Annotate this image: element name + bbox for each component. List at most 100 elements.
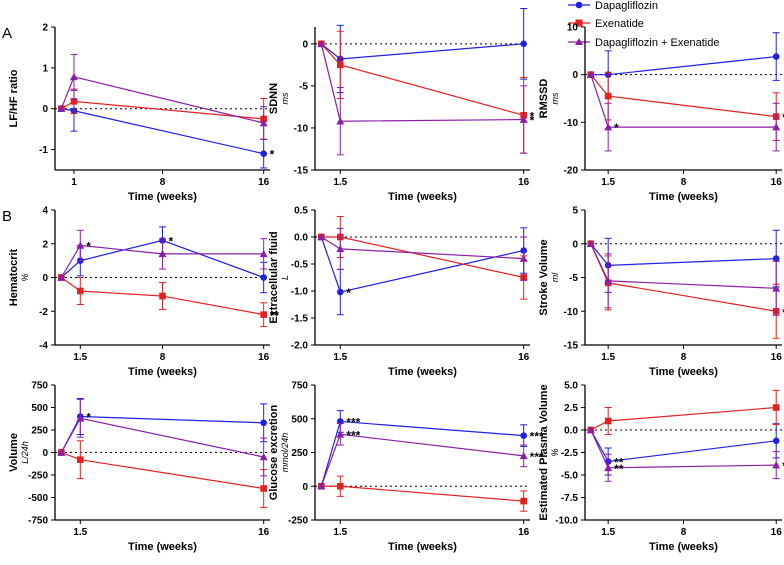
significance-marker: *** bbox=[346, 415, 360, 429]
x-tick-label: 16 bbox=[518, 177, 530, 188]
series-line-exenatide bbox=[61, 100, 264, 120]
y-tick-label: -10 bbox=[294, 123, 309, 134]
data-point bbox=[772, 123, 781, 131]
series-combination bbox=[586, 426, 781, 482]
x-tick-label: 8 bbox=[681, 527, 687, 538]
series-dapagliflozin bbox=[58, 89, 268, 169]
series-line-exenatide bbox=[60, 277, 264, 316]
x-tick-label: 16 bbox=[258, 527, 270, 538]
legend-marker-dapagliflozin bbox=[575, 1, 583, 9]
series-line-dapagliflozin bbox=[60, 239, 264, 279]
data-point bbox=[772, 437, 780, 445]
data-point bbox=[76, 414, 85, 422]
data-point bbox=[336, 430, 345, 438]
y-tick-label: -500 bbox=[28, 493, 48, 504]
x-tick-label: 1.5 bbox=[601, 527, 615, 538]
series-exenatide bbox=[58, 274, 268, 327]
y-tick-label: -10 bbox=[564, 307, 579, 318]
y-axis-unit: % bbox=[20, 273, 30, 281]
y-tick-label: -10 bbox=[564, 118, 579, 129]
x-tick-label: 16 bbox=[771, 527, 783, 538]
series-exenatide bbox=[318, 30, 528, 154]
data-point bbox=[604, 463, 613, 472]
series-line-exenatide bbox=[320, 43, 524, 116]
x-tick-label: 1.5 bbox=[73, 527, 87, 538]
series-dapagliflozin bbox=[587, 229, 780, 293]
legend-label-exenatide: Exenatide bbox=[595, 18, 644, 30]
legend-label-dapagliflozin: Dapagliflozin bbox=[595, 0, 658, 12]
x-axis-title: Time (weeks) bbox=[649, 191, 718, 203]
series-line-exenatide bbox=[590, 406, 777, 431]
y-tick-label: 10 bbox=[567, 23, 579, 34]
y-tick-label: 0 bbox=[42, 104, 48, 115]
data-point bbox=[76, 241, 85, 249]
y-axis-title: SDNN bbox=[268, 83, 280, 114]
y-tick-label: -15 bbox=[294, 166, 309, 177]
series-exenatide bbox=[587, 240, 780, 339]
data-point bbox=[76, 287, 84, 295]
x-tick-label: 1.5 bbox=[601, 177, 615, 188]
x-axis-title: Time (weeks) bbox=[388, 191, 457, 203]
y-tick-label: -5 bbox=[569, 273, 578, 284]
series-exenatide bbox=[587, 389, 780, 435]
chart-epv: -10.0 -7.5 -5.0 -2.5 0.0 2.5 5.0 1.5 8 16 Time (we… bbox=[538, 381, 784, 554]
y-tick-label: 0 bbox=[302, 39, 308, 50]
x-axis-title: Time (weeks) bbox=[649, 366, 718, 378]
y-axis-title: Volume bbox=[8, 433, 20, 472]
x-axis-title: Time (weeks) bbox=[388, 541, 457, 553]
y-axis-title: Stroke Volume bbox=[538, 239, 550, 315]
legend-marker-combination bbox=[575, 38, 583, 45]
significance-marker: * bbox=[270, 148, 275, 162]
data-point bbox=[336, 117, 345, 125]
significance-marker: ** bbox=[614, 456, 624, 470]
x-axis-title: Time (weeks) bbox=[128, 366, 197, 378]
x-axis-title: Time (weeks) bbox=[128, 191, 197, 203]
y-tick-label: 0 bbox=[42, 273, 48, 284]
y-axis-unit: L/24h bbox=[20, 441, 30, 464]
series-line-exenatide bbox=[321, 485, 524, 502]
y-tick-label: -2.5 bbox=[561, 448, 579, 459]
x-tick-label: 8 bbox=[681, 352, 687, 363]
data-point bbox=[260, 419, 267, 427]
data-point bbox=[260, 150, 267, 157]
y-tick-label: -10.0 bbox=[555, 516, 578, 527]
x-tick-label: 1.5 bbox=[333, 177, 347, 188]
y-axis-unit: L bbox=[280, 275, 290, 280]
data-point bbox=[57, 273, 66, 281]
data-point bbox=[604, 417, 612, 425]
y-tick-label: 250 bbox=[291, 448, 308, 459]
y-tick-label: 2 bbox=[42, 23, 48, 34]
y-tick-label: 0 bbox=[42, 448, 48, 459]
series-line-combination bbox=[320, 43, 524, 122]
y-tick-label: 750 bbox=[31, 381, 48, 392]
significance-marker: ** bbox=[614, 462, 624, 476]
x-axis-title: Time (weeks) bbox=[649, 541, 718, 553]
data-point bbox=[159, 292, 166, 300]
y-tick-label: -7.5 bbox=[561, 493, 579, 504]
x-tick-label: 16 bbox=[518, 352, 530, 363]
y-tick-label: -5.0 bbox=[561, 471, 579, 482]
data-point bbox=[260, 485, 267, 492]
series-line-combination bbox=[60, 244, 264, 278]
data-point bbox=[317, 482, 326, 490]
chart-ecf: -2.0 -1.5 -1.0 -0.5 0.0 0.5 1.5 16 Time (weeks) E… bbox=[268, 206, 530, 378]
x-axis-title: Time (weeks) bbox=[388, 366, 457, 378]
series-line-combination bbox=[60, 76, 264, 124]
significance-marker: * bbox=[614, 121, 619, 135]
data-point bbox=[772, 404, 780, 411]
series-line-exenatide bbox=[61, 451, 264, 490]
y-tick-label: 250 bbox=[31, 426, 48, 437]
data-point bbox=[260, 311, 267, 318]
series-combination bbox=[586, 70, 781, 152]
data-point bbox=[76, 456, 84, 463]
x-tick-label: 16 bbox=[771, 177, 783, 188]
y-axis-title: LF/HF ratio bbox=[8, 69, 20, 127]
series-combination bbox=[317, 227, 528, 281]
legend-marker-exenatide bbox=[575, 19, 583, 27]
y-tick-label: -15 bbox=[564, 341, 579, 352]
y-axis-unit: mmol/24h bbox=[280, 433, 290, 473]
y-axis-unit: ms bbox=[550, 92, 560, 104]
y-tick-label: 0 bbox=[572, 239, 578, 250]
